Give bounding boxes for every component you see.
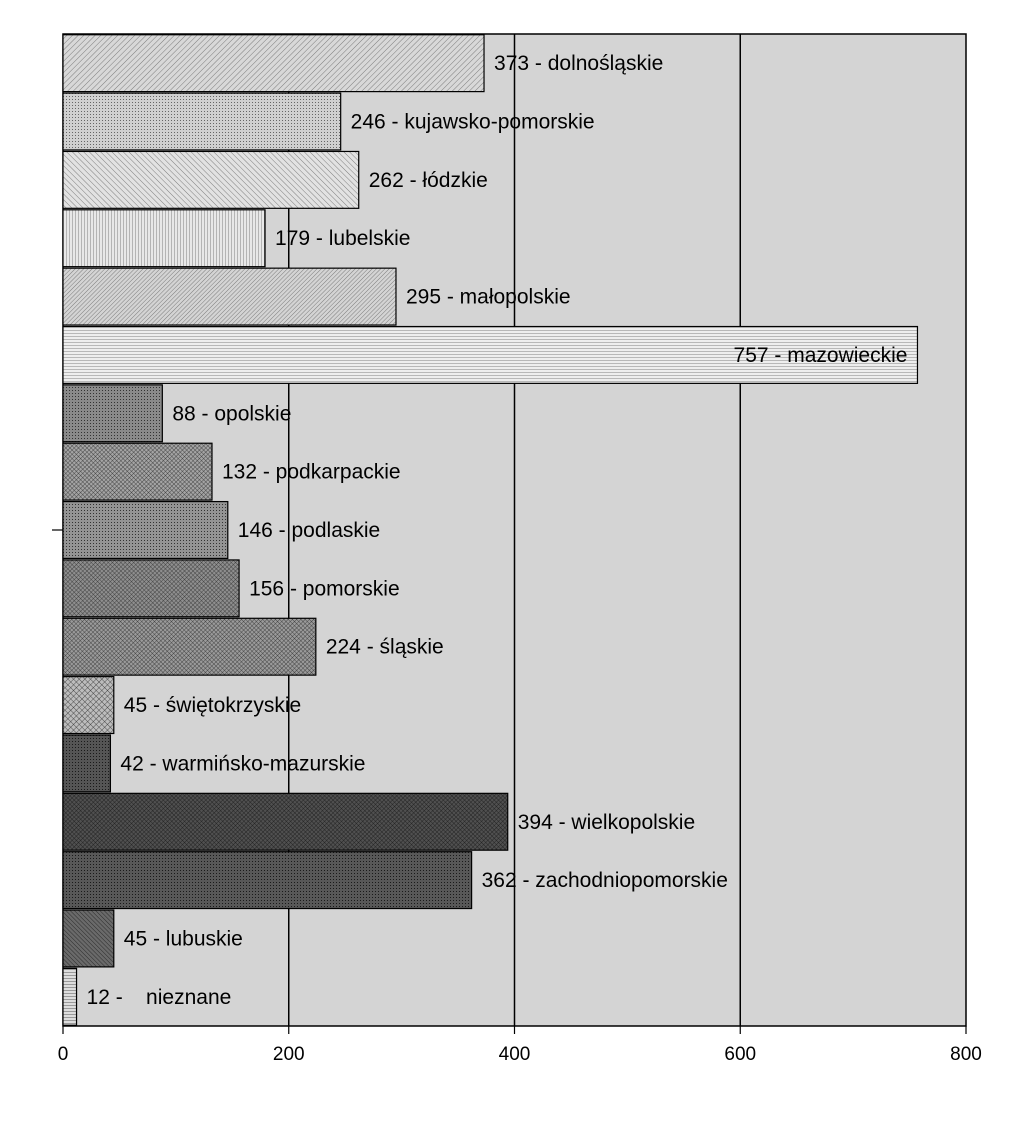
bar-7 [62,384,163,443]
bar-4 [62,209,266,268]
bar-label-13: 42 - warmińsko-mazurskie [120,752,365,775]
bars [62,34,919,1026]
bar-5 [62,267,397,326]
bar-1 [62,34,485,93]
bar-2 [62,92,342,151]
bar-labels: 373 - dolnośląskie 246 - kujawsko-pomorsk… [87,52,908,1009]
x-axis: 0 200 400 600 800 [52,529,982,1065]
bar-label-11: 224 - śląskie [326,636,444,659]
x-tick-label-200: 200 [273,1044,305,1065]
x-tick-label-800: 800 [950,1044,982,1065]
bar-label-15: 362 - zachodniopomorskie [482,869,728,892]
bar-label-6: 757 - mazowieckie [734,344,908,367]
bar-8 [62,442,213,501]
bar-9 [62,500,229,560]
bar-10 [62,559,240,618]
bar-label-8: 132 - podkarpackie [222,461,401,484]
bar-17 [62,967,78,1026]
bar-15 [62,851,473,910]
bar-16 [62,909,115,968]
bar-label-17: 12 - nieznane [87,986,232,1009]
bar-label-14: 394 - wielkopolskie [518,811,695,834]
x-tick-label-600: 600 [724,1044,756,1065]
bar-label-2: 246 - kujawsko-pomorskie [351,111,595,134]
bar-3 [62,150,360,209]
bar-6 [62,325,919,384]
bar-12 [62,676,115,735]
x-tick-label-400: 400 [499,1044,531,1065]
bar-label-1: 373 - dolnośląskie [494,52,663,75]
bar-label-5: 295 - małopolskie [406,286,571,309]
bar-label-4: 179 - lubelskie [275,227,410,250]
x-tick-label-0: 0 [58,1044,69,1065]
bar-label-7: 88 - opolskie [172,402,291,425]
bar-11 [62,617,317,676]
bar-label-12: 45 - świętokrzyskie [124,694,301,717]
bar-14 [62,792,509,851]
bar-label-3: 262 - łódzkie [369,169,488,192]
bar-label-10: 156 - pomorskie [249,577,400,600]
bar-label-9: 146 - podlaskie [238,519,380,542]
bar-label-16: 45 - lubuskie [124,927,243,950]
bar-13 [62,734,112,793]
